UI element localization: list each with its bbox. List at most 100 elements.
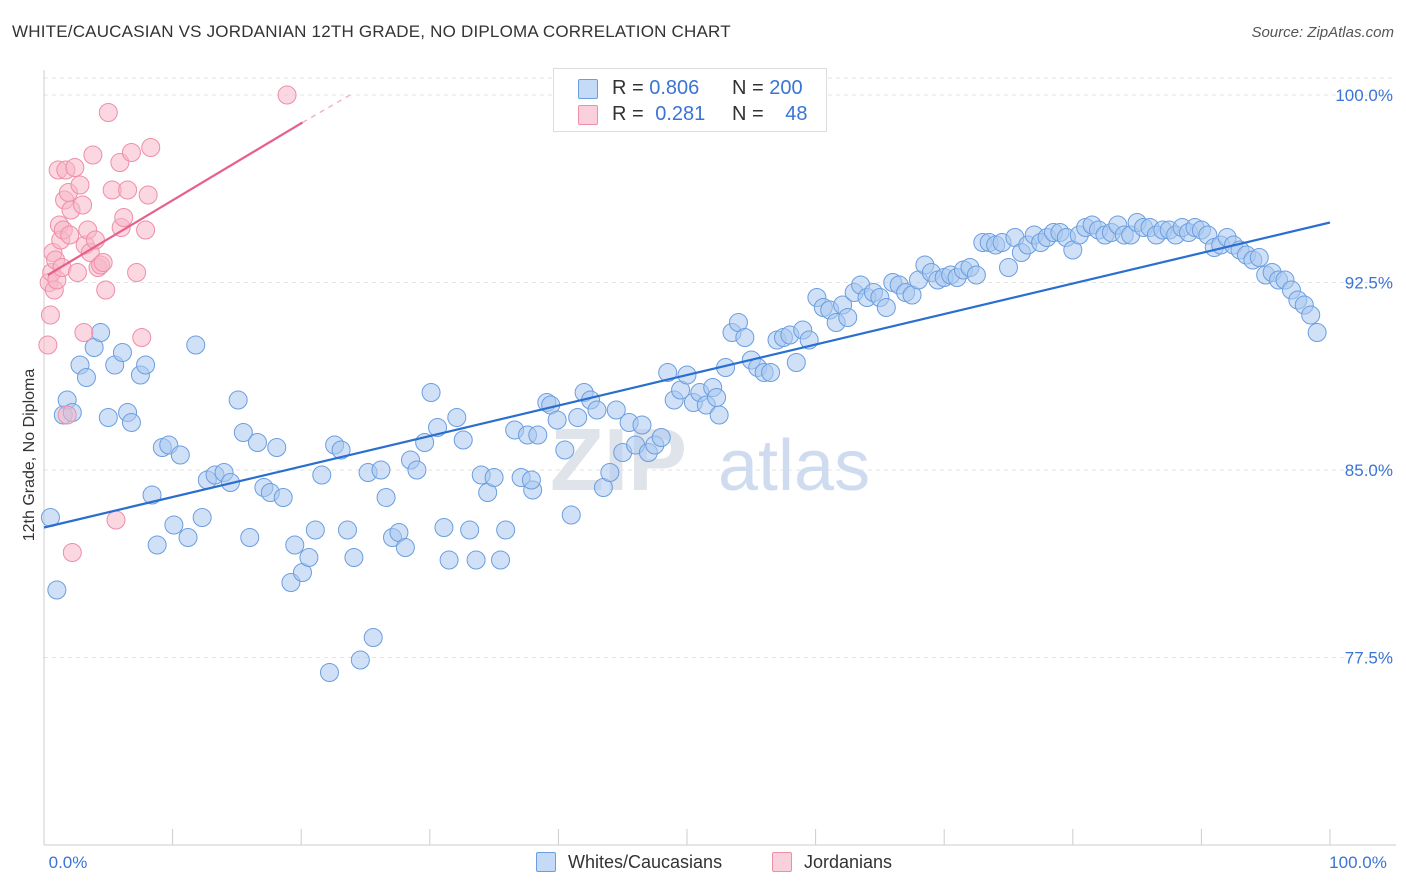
trend-lines: [43, 94, 1331, 529]
y-axis-label: 12th Grade, No Diploma: [21, 369, 38, 542]
whites-point: [876, 298, 896, 317]
legend-r-label: R =: [612, 103, 650, 125]
tick-labels: 77.5% 85.0% 92.5% 100.0% 0.0% 100.0%: [49, 86, 1393, 872]
jordanians-point: [127, 263, 147, 282]
whites-point: [192, 508, 212, 527]
jordanians-point: [83, 145, 103, 165]
whites-point: [521, 470, 541, 490]
whites-point: [966, 265, 986, 285]
whites-point: [838, 308, 858, 327]
jordanians-point: [96, 280, 116, 300]
jordanians-point: [57, 405, 77, 425]
whites-point: [496, 520, 516, 540]
legend-n-value-jordanians: 48: [785, 103, 808, 125]
jordanians-point: [62, 543, 82, 562]
whites-point: [439, 550, 459, 570]
chart-title: WHITE/CAUCASIAN VS JORDANIAN 12TH GRADE,…: [12, 22, 731, 41]
jordanians-point: [114, 208, 134, 227]
y-tick-label: 92.5%: [1345, 274, 1393, 293]
whites-point: [371, 460, 391, 480]
jordanians-point: [121, 143, 141, 162]
whites-point: [528, 425, 548, 445]
whites-point: [233, 423, 253, 442]
legend-swatch-whites: [578, 79, 598, 99]
jordanians-point: [70, 175, 90, 195]
whites-point: [434, 518, 454, 537]
whites-point: [491, 550, 511, 570]
series-label-jordanians: Jordanians: [804, 852, 893, 872]
whites-point: [47, 580, 67, 600]
whites-point: [484, 468, 504, 487]
whites-point: [1307, 323, 1327, 342]
jordanians-point: [118, 180, 138, 200]
whites-point: [344, 548, 364, 567]
whites-point: [267, 438, 287, 457]
jordanians-point: [38, 335, 58, 355]
x-tick-label: 0.0%: [49, 853, 88, 872]
whites-point: [178, 528, 198, 547]
stats-legend: R = 0.806 N = 200 R = 0.281 N = 48: [553, 68, 827, 132]
series-swatch-jordanians: [772, 852, 792, 872]
whites-point: [555, 440, 575, 460]
whites-point: [142, 485, 162, 505]
whites-point: [312, 465, 332, 485]
legend-n-label: N =: [732, 77, 770, 99]
whites-point: [707, 388, 727, 407]
legend-n-label: N =: [732, 103, 770, 125]
y-tick-label: 77.5%: [1345, 649, 1393, 668]
jordanians-point: [67, 263, 87, 282]
whites-point: [1301, 305, 1321, 325]
whites-point: [299, 548, 319, 567]
jordanians-trend-extension: [302, 94, 351, 124]
whites-point: [587, 400, 607, 420]
whites-point: [376, 488, 396, 507]
whites-point: [319, 663, 339, 682]
whites-point: [786, 353, 806, 372]
whites-point: [273, 488, 293, 507]
legend-n-value-whites: 200: [769, 77, 803, 99]
jordanians-point: [40, 305, 60, 325]
y-tick-label: 85.0%: [1345, 461, 1393, 480]
whites-point: [363, 628, 383, 647]
whites-point: [98, 408, 118, 427]
whites-point: [651, 428, 671, 447]
jordanians-point: [60, 225, 80, 245]
watermark: ZIP atlas: [550, 410, 870, 509]
whites-point: [600, 463, 620, 482]
jordanians-point: [141, 138, 161, 157]
whites-point: [121, 413, 141, 432]
y-tick-label: 100.0%: [1335, 86, 1393, 105]
whites-point: [186, 335, 206, 355]
legend-r-value-whites: 0.806: [649, 77, 700, 99]
whites-point: [247, 433, 267, 452]
jordanians-trend-line: [47, 121, 304, 276]
whites-point: [568, 408, 588, 427]
whites-point: [632, 415, 652, 435]
legend-r-label: R =: [612, 77, 650, 99]
whites-points: [40, 213, 1327, 682]
whites-point: [136, 355, 156, 375]
whites-point: [305, 520, 325, 540]
whites-point: [453, 430, 473, 450]
x-tick-label: 100.0%: [1329, 853, 1387, 872]
whites-point: [1249, 248, 1269, 267]
legend-r-value-jordanians: 0.281: [655, 103, 706, 125]
whites-point: [561, 505, 581, 525]
jordanians-point: [277, 85, 297, 105]
whites-point: [606, 400, 626, 420]
jordanians-point: [65, 158, 85, 177]
jordanians-point: [138, 185, 158, 205]
jordanians-point: [98, 103, 118, 122]
legend-swatch-jordanians: [578, 105, 598, 125]
jordanians-point: [136, 220, 156, 240]
whites-point: [547, 410, 567, 430]
whites-point: [460, 520, 480, 540]
whites-point: [658, 363, 678, 382]
whites-trend-line: [43, 221, 1331, 529]
whites-point: [91, 323, 111, 342]
whites-point: [395, 538, 415, 557]
axes: [43, 70, 1396, 846]
whites-point: [170, 445, 190, 465]
whites-point: [164, 515, 184, 535]
